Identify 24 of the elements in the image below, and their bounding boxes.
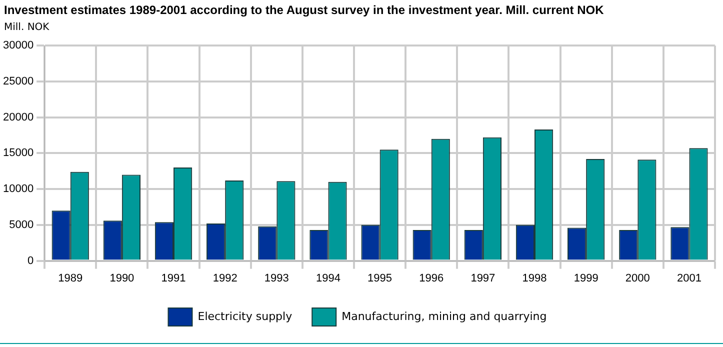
x-tick-label: 1999	[574, 272, 598, 284]
chart-title: Investment estimates 1989-2001 according to the August survey in the investment year. Mill. current NOK	[4, 3, 604, 17]
y-axis-title: Mill. NOK	[4, 22, 50, 33]
x-tick-label: 1991	[161, 272, 186, 284]
x-tick-label: 1993	[264, 272, 289, 284]
x-tick-label: 1994	[316, 272, 340, 284]
y-tick-label: 15000	[2, 147, 34, 160]
y-tick-label: 25000	[2, 76, 34, 88]
x-tick-label: 1997	[470, 272, 496, 284]
y-tick-label: 20000	[2, 111, 34, 124]
x-tick-label: 1998	[522, 272, 547, 284]
x-tick-label: 1996	[419, 272, 444, 284]
y-tick-label: 10000	[2, 183, 34, 196]
y-tick-label: 30000	[2, 40, 34, 52]
x-tick-label: 1989	[58, 272, 83, 284]
legend-label: Electricity supply	[198, 310, 293, 323]
x-tick-label: 1992	[212, 272, 238, 284]
y-tick-label: 5000	[9, 218, 34, 231]
x-tick-label: 2001	[676, 272, 702, 284]
x-tick-label: 1990	[110, 272, 134, 284]
legend-label: Manufacturing, mining and quarrying	[342, 310, 547, 323]
x-tick-label: 1995	[368, 272, 392, 284]
y-tick-label: 0	[27, 254, 34, 267]
x-tick-label: 2000	[625, 272, 650, 284]
